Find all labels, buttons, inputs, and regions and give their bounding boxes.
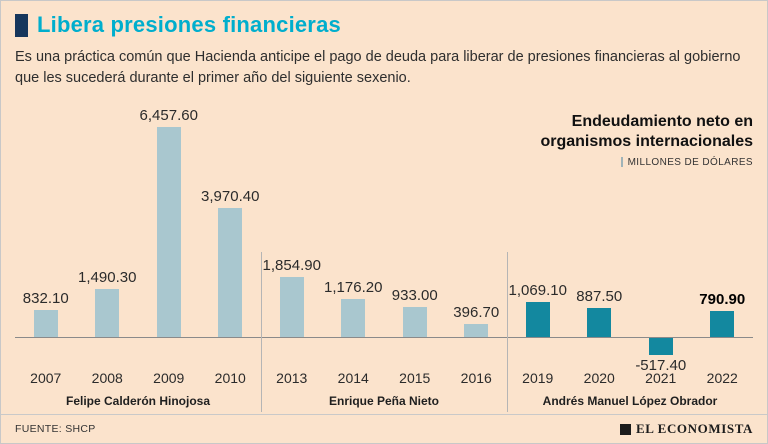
bar-column: 1,854.90 2013 [261, 104, 323, 416]
year-label: 2022 [706, 370, 738, 386]
chart-heading: Endeudamiento neto en organismos interna… [540, 112, 753, 168]
president-label: Enrique Peña Nieto [328, 394, 440, 408]
bar-2008 [95, 289, 120, 337]
value-label: 1,069.10 [508, 282, 567, 299]
chart-title-line2: organismos internacionales [540, 133, 753, 150]
value-label: -517.40 [635, 357, 687, 374]
page-title: Libera presiones financieras [37, 12, 341, 37]
bar-column: 396.70 2016 [446, 104, 508, 416]
president-label: Andrés Manuel López Obrador [542, 394, 718, 408]
value-label: 396.70 [453, 304, 500, 321]
value-label: 933.00 [391, 287, 438, 304]
bar-column: 933.00 2015 [384, 104, 446, 416]
year-label: 2020 [583, 370, 615, 386]
intro-text: Es una práctica común que Hacienda antic… [15, 49, 741, 86]
year-label: 2019 [522, 370, 554, 386]
brand-name: EL ECONOMISTA [636, 421, 753, 436]
year-label: 2016 [460, 370, 492, 386]
x-axis-line [15, 337, 753, 338]
value-label: 3,970.40 [201, 188, 260, 205]
year-label: 2013 [276, 370, 308, 386]
bar-groups: 832.10 2007 1,490.30 2008 6,457.60 2009 3,970.… [15, 104, 753, 416]
group-divider [260, 252, 262, 412]
year-label: 2021 [645, 370, 677, 386]
group-divider [507, 252, 508, 412]
chart-group: 1,069.10 2019 887.50 2020 -517.40 2021 790.90 2… [507, 104, 753, 416]
year-label: 2007 [30, 370, 62, 386]
bar-column: 790.90 2022 [692, 104, 754, 416]
bar-2013 [279, 277, 304, 337]
value-label: 1,490.30 [78, 269, 137, 286]
bar-2015 [402, 307, 427, 337]
bar-column: -517.40 2021 [630, 104, 692, 416]
year-label: 2009 [153, 370, 185, 386]
chart-unit: MILLONES DE DÓLARES [540, 157, 753, 168]
president-label: Felipe Calderón Hinojosa [65, 394, 211, 408]
year-label: 2014 [337, 370, 369, 386]
bar-2021 [648, 338, 673, 355]
bar-column: 1,490.30 2008 [77, 104, 139, 416]
bar-column: 1,176.20 2014 [323, 104, 385, 416]
bar-2014 [341, 299, 366, 337]
header: Libera presiones financieras [1, 1, 767, 40]
bar-2007 [33, 310, 58, 337]
unit-pipe-icon [620, 157, 623, 168]
chart-title-line1: Endeudamiento neto en [571, 113, 753, 130]
source-label: FUENTE: SHCP [15, 423, 96, 435]
bar-column: 887.50 2020 [569, 104, 631, 416]
bar-2009 [156, 127, 181, 337]
bar-column: 1,069.10 2019 [507, 104, 569, 416]
bar-column: 3,970.40 2010 [200, 104, 262, 416]
bar-column: 6,457.60 2009 [138, 104, 200, 416]
group-columns: 1,069.10 2019 887.50 2020 -517.40 2021 790.90 2… [507, 104, 753, 416]
bar-2022 [710, 311, 735, 337]
bar-2016 [464, 324, 489, 337]
chart: Endeudamiento neto en organismos interna… [15, 104, 753, 416]
bar-2019 [525, 302, 550, 337]
value-label: 887.50 [576, 288, 623, 305]
chart-group: 1,854.90 2013 1,176.20 2014 933.00 2015 396.70… [261, 104, 507, 416]
bar-2010 [218, 208, 243, 337]
bar-2020 [587, 308, 612, 337]
value-label: 1,854.90 [262, 257, 321, 274]
brand-logo: EL ECONOMISTA [620, 421, 753, 437]
chart-group: 832.10 2007 1,490.30 2008 6,457.60 2009 3,970.… [15, 104, 261, 416]
unit-label: MILLONES DE DÓLARES [627, 157, 753, 168]
title-bullet [15, 13, 28, 37]
group-columns: 1,854.90 2013 1,176.20 2014 933.00 2015 396.70… [261, 104, 507, 416]
bar-column: 832.10 2007 [15, 104, 77, 416]
footer: FUENTE: SHCP EL ECONOMISTA [1, 414, 767, 443]
value-label: 6,457.60 [139, 107, 198, 124]
year-label: 2015 [399, 370, 431, 386]
value-label: 832.10 [22, 290, 69, 307]
brand-mark-icon [620, 423, 631, 435]
value-label: 1,176.20 [324, 279, 383, 296]
group-columns: 832.10 2007 1,490.30 2008 6,457.60 2009 3,970.… [15, 104, 261, 416]
value-label: 790.90 [699, 291, 746, 308]
year-label: 2008 [91, 370, 123, 386]
year-label: 2010 [214, 370, 246, 386]
